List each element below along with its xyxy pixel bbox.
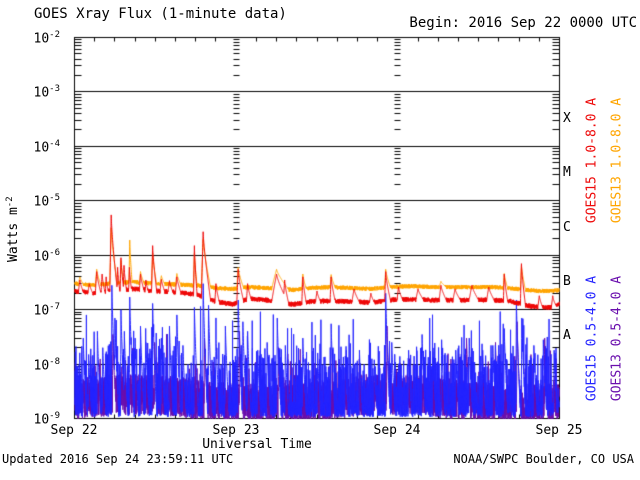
y-tick-label: 10-9 [33, 411, 61, 428]
y-tick-label: 10-8 [33, 357, 61, 374]
x-axis-label: Universal Time [202, 437, 312, 452]
legend-goes13-short: GOES13 0.5-4.0 A [609, 275, 625, 402]
y-axis-label-exponent: -2 [4, 196, 15, 208]
flux-class-a: A [563, 328, 571, 343]
legend-goes15-short: GOES15 0.5-4.0 A [584, 275, 600, 402]
y-tick-label: 10-2 [33, 30, 61, 47]
x-tick-label: Sep 22 [50, 423, 98, 438]
legend-goes13-long: GOES13 1.0-8.0 A [609, 97, 625, 224]
y-tick-label: 10-7 [33, 302, 61, 319]
flux-class-b: B [563, 274, 571, 289]
flux-class-x: X [563, 111, 571, 126]
source-attribution: NOAA/SWPC Boulder, CO USA [453, 452, 634, 466]
page-title: GOES Xray Flux (1-minute data) [34, 6, 287, 22]
y-tick-label: 10-5 [33, 193, 61, 210]
flux-class-c: C [563, 220, 571, 235]
y-tick-label: 10-3 [33, 84, 61, 101]
x-tick-label: Sep 25 [535, 423, 583, 438]
x-tick-label: Sep 24 [373, 423, 421, 438]
flux-class-m: M [563, 165, 571, 180]
y-tick-label: 10-4 [33, 139, 61, 156]
updated-timestamp: Updated 2016 Sep 24 23:59:11 UTC [2, 452, 234, 466]
y-tick-label: 10-6 [33, 248, 61, 265]
x-tick-label: Sep 23 [212, 423, 260, 438]
legend-goes15-long: GOES15 1.0-8.0 A [584, 97, 600, 224]
y-axis-label: Watts m-2 [5, 164, 21, 294]
begin-timestamp: Begin: 2016 Sep 22 0000 UTC [409, 15, 637, 31]
